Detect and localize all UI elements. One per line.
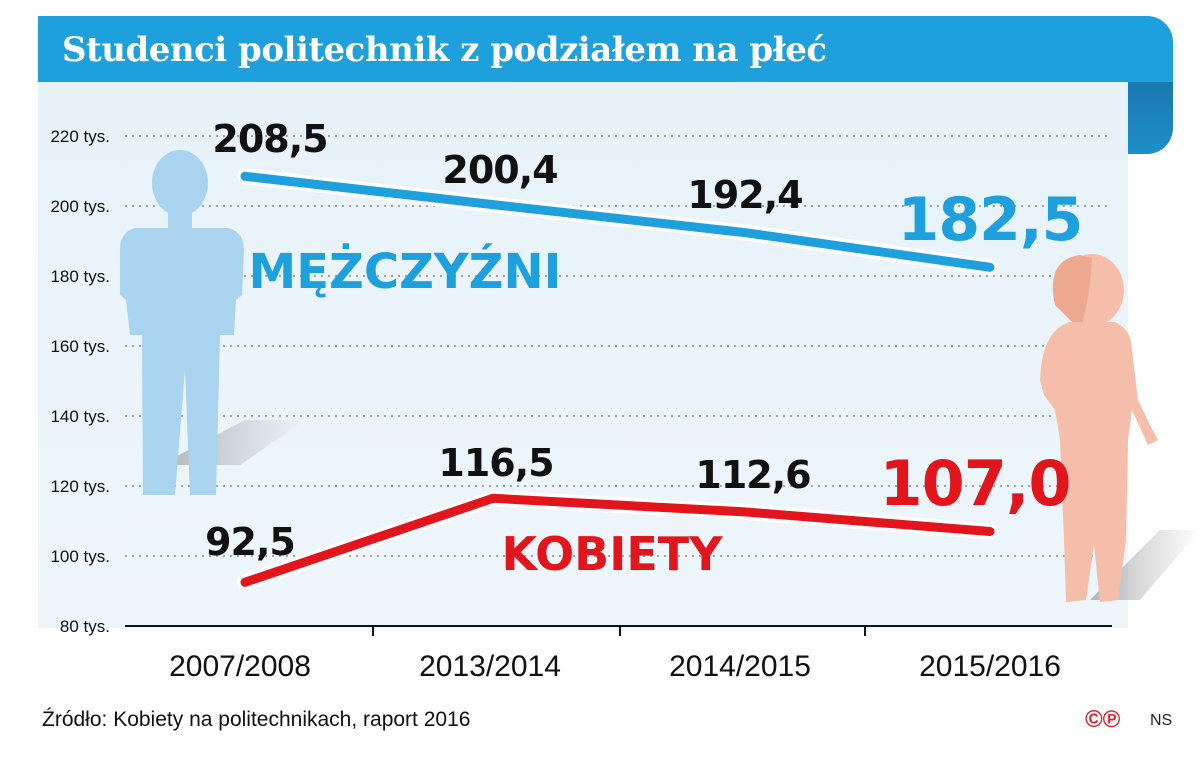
series-line-men bbox=[240, 171, 995, 272]
y-tick-label: 160 tys. bbox=[50, 337, 110, 356]
series-line-women bbox=[240, 493, 995, 587]
woman-silhouette-icon bbox=[1040, 254, 1200, 602]
data-label: 92,5 bbox=[205, 520, 295, 564]
data-label: 182,5 bbox=[898, 185, 1083, 255]
y-tick-label: 200 tys. bbox=[50, 197, 110, 216]
data-label: 116,5 bbox=[438, 441, 553, 485]
y-tick-label: 180 tys. bbox=[50, 267, 110, 286]
y-tick-label: 140 tys. bbox=[50, 407, 110, 426]
x-tick-label: 2007/2008 bbox=[169, 650, 311, 683]
plot-background bbox=[38, 82, 1128, 628]
publisher-logo: ©℗ bbox=[1085, 706, 1121, 733]
x-tick-label: 2013/2014 bbox=[419, 650, 561, 683]
series-name-men: MĘŻCZYŹNI bbox=[249, 243, 562, 300]
data-label: 107,0 bbox=[879, 447, 1070, 520]
x-tick-label: 2015/2016 bbox=[919, 650, 1061, 683]
title-bar bbox=[38, 16, 1173, 82]
data-label: 112,6 bbox=[695, 453, 810, 497]
data-label: 208,5 bbox=[212, 117, 327, 161]
man-silhouette-icon bbox=[120, 150, 305, 495]
chart-title: Studenci politechnik z podziałem na płeć bbox=[62, 30, 827, 70]
title-bar-fold bbox=[1128, 82, 1173, 154]
author-initials: NS bbox=[1150, 712, 1173, 729]
data-label: 192,4 bbox=[687, 173, 802, 217]
source-note: Źródło: Kobiety na politechnikach, rapor… bbox=[42, 708, 471, 731]
data-label: 200,4 bbox=[442, 148, 557, 192]
series-name-women: KOBIETY bbox=[502, 527, 724, 581]
y-tick-label: 120 tys. bbox=[50, 477, 110, 496]
y-tick-label: 80 tys. bbox=[60, 617, 110, 636]
x-tick-label: 2014/2015 bbox=[669, 650, 811, 683]
y-tick-label: 220 tys. bbox=[50, 127, 110, 146]
y-tick-label: 100 tys. bbox=[50, 547, 110, 566]
